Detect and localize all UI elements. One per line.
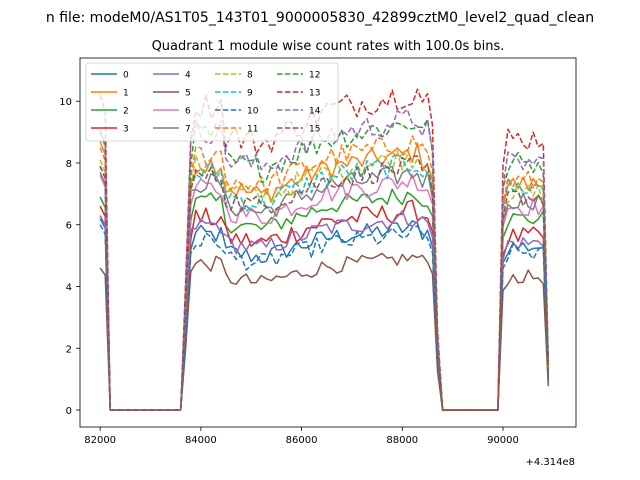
y-tick-label: 0 (66, 406, 72, 417)
y-tick-label: 8 (66, 159, 72, 170)
legend-label-10: 10 (247, 107, 259, 117)
legend-label-7: 7 (185, 125, 191, 135)
series-line-14 (99, 108, 550, 411)
legend-label-15: 15 (309, 125, 320, 135)
x-tick-label: 90000 (487, 435, 519, 446)
series-line-2 (99, 188, 550, 411)
series-line-3 (99, 199, 550, 411)
figure-suptitle: n file: modeM0/AS1T05_143T01_9000005830_… (46, 10, 594, 26)
series-line-5 (99, 252, 550, 411)
x-axis: 82000 84000 86000 88000 90000 (84, 427, 519, 446)
series-line-10 (99, 224, 550, 411)
legend-label-5: 5 (185, 89, 191, 99)
legend-label-9: 9 (247, 89, 253, 99)
x-tick-label: 88000 (386, 435, 418, 446)
legend-label-11: 11 (247, 125, 258, 135)
series-line-0 (99, 218, 550, 411)
legend-label-8: 8 (247, 71, 253, 81)
series-line-7 (99, 165, 550, 411)
x-tick-label: 82000 (84, 435, 116, 446)
x-tick-label: 84000 (185, 435, 217, 446)
series-line-15 (99, 155, 550, 411)
y-tick-label: 10 (59, 97, 72, 108)
legend-label-12: 12 (309, 71, 320, 81)
axes-frame (79, 57, 577, 428)
y-tick-label: 2 (66, 344, 72, 355)
legend-label-4: 4 (185, 71, 191, 81)
legend-label-13: 13 (309, 89, 320, 99)
x-tick-label: 86000 (286, 435, 318, 446)
series-line-4 (99, 210, 550, 411)
y-axis: 0 2 4 6 8 10 (59, 97, 80, 417)
axes-border (79, 57, 577, 428)
y-tick-label: 6 (66, 221, 72, 232)
legend-label-14: 14 (309, 107, 321, 117)
y-tick-label: 4 (66, 283, 72, 294)
series-line-1 (99, 141, 550, 411)
legend-box (85, 62, 339, 142)
legend-label-1: 1 (123, 89, 129, 99)
x-axis-offset-label: +4.314e8 (525, 457, 575, 468)
legend-label-6: 6 (185, 107, 191, 117)
series-line-8 (99, 150, 550, 411)
legend-label-2: 2 (123, 107, 129, 117)
legend-label-3: 3 (123, 125, 129, 135)
chart-title: Quadrant 1 module wise count rates with … (152, 39, 505, 54)
legend-label-0: 0 (123, 71, 129, 81)
